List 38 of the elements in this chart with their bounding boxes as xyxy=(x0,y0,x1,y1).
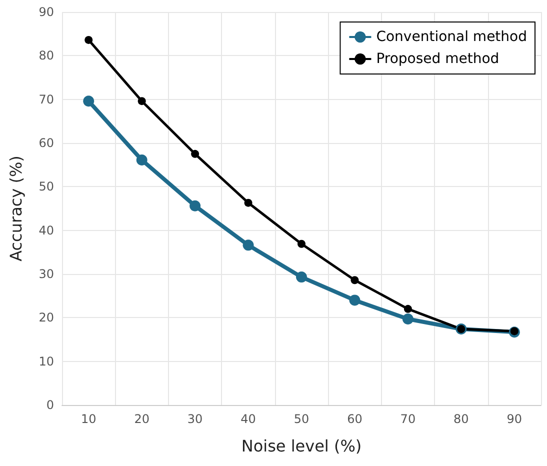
y-tick-label: 0 xyxy=(46,398,54,412)
y-tick-label: 70 xyxy=(38,92,54,106)
y-tick-label: 10 xyxy=(38,354,54,368)
y-axis-title: Accuracy (%) xyxy=(6,156,26,262)
point xyxy=(244,198,252,207)
point xyxy=(83,96,94,107)
x-tick-label: 50 xyxy=(294,412,310,426)
x-tick-label: 20 xyxy=(134,412,150,426)
point xyxy=(402,313,414,324)
point xyxy=(138,97,146,106)
y-tick-label: 40 xyxy=(38,223,54,238)
x-tick-label: 80 xyxy=(454,412,469,426)
point xyxy=(191,150,200,158)
y-tick-label: 20 xyxy=(38,310,54,325)
x-tick-label: 60 xyxy=(347,412,362,426)
y-tick-label: 80 xyxy=(38,48,54,63)
x-tick-label: 30 xyxy=(187,412,203,426)
point xyxy=(296,272,307,283)
point xyxy=(242,240,254,251)
point xyxy=(84,36,93,44)
y-tick-label: 50 xyxy=(38,180,54,194)
x-tick-label: 40 xyxy=(240,412,256,426)
x-axis-title: Noise level (%) xyxy=(241,436,362,456)
point xyxy=(510,327,518,336)
legend-label: Conventional method xyxy=(376,29,528,45)
x-tick-label: 70 xyxy=(400,412,416,426)
point xyxy=(349,294,360,306)
point xyxy=(190,200,201,212)
x-tick-label: 90 xyxy=(506,412,522,426)
y-tick-label: 30 xyxy=(38,267,54,281)
x-tick-label: 10 xyxy=(80,412,96,426)
point xyxy=(404,304,412,313)
y-tick-label: 60 xyxy=(38,136,54,150)
point xyxy=(136,154,148,166)
point xyxy=(350,276,359,284)
y-tick-label: 90 xyxy=(38,5,54,19)
legend-label: Proposed method xyxy=(376,51,500,67)
point xyxy=(298,240,306,248)
